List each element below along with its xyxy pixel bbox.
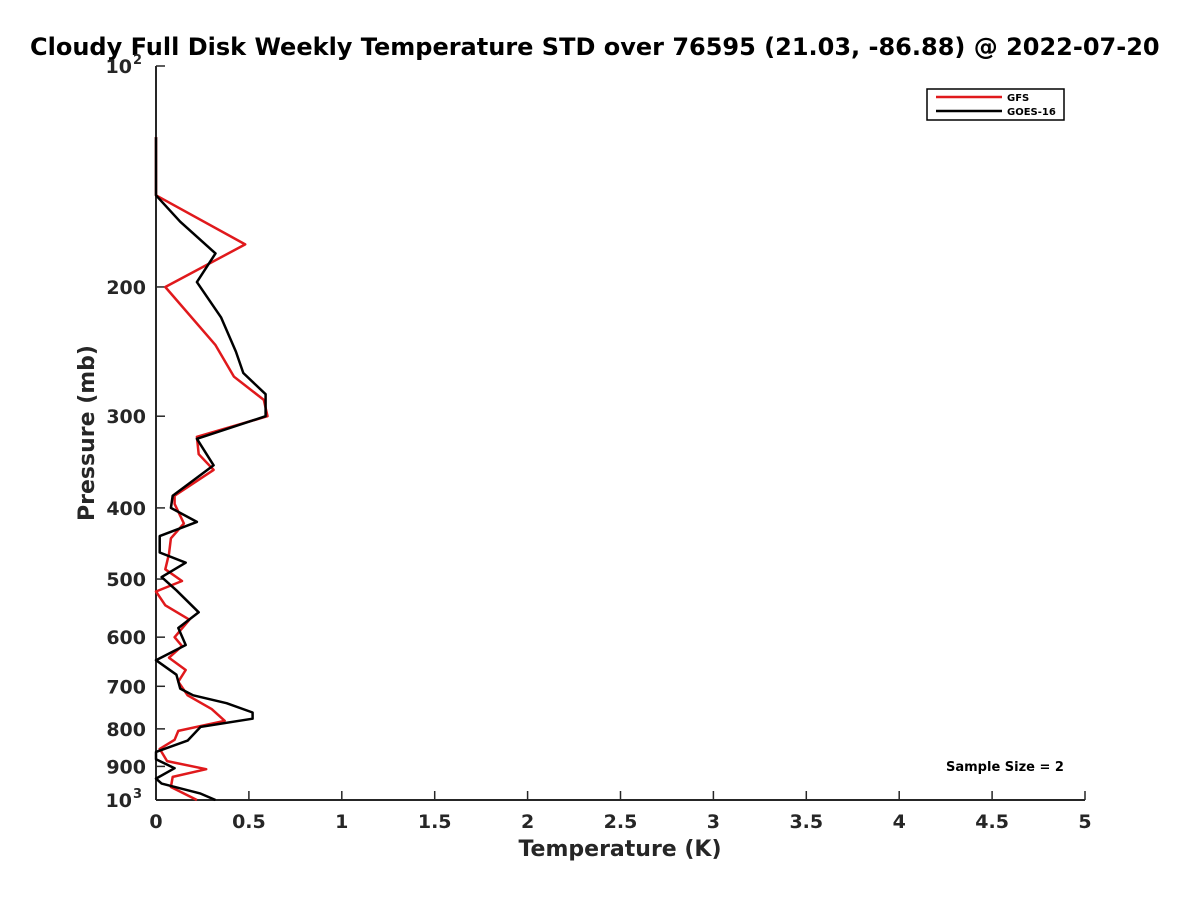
y-tick-label: 200 xyxy=(106,277,146,299)
legend-label-goes16: GOES-16 xyxy=(1007,107,1056,118)
x-tick-label: 2.5 xyxy=(604,811,638,833)
y-tick-label: 900 xyxy=(106,756,146,778)
y-tick-label: 10 xyxy=(106,790,132,812)
x-tick-label: 3 xyxy=(707,811,720,833)
x-tick-label: 2 xyxy=(521,811,534,833)
x-ticks: 0 0.5 1 1.5 2 2.5 3 3.5 4 4.5 5 xyxy=(149,791,1092,833)
series-layer xyxy=(154,137,269,802)
legend-box xyxy=(926,88,1065,121)
sample-size-annotation: Sample Size = 2 xyxy=(946,760,1064,775)
x-tick-label: 0 xyxy=(149,811,162,833)
y-tick-label: 500 xyxy=(106,569,146,591)
x-tick-label: 4.5 xyxy=(975,811,1009,833)
x-tick-label: 1.5 xyxy=(418,811,452,833)
x-tick-label: 3.5 xyxy=(789,811,823,833)
series-line-gfs xyxy=(154,137,269,802)
y-tick-label: 300 xyxy=(106,406,146,428)
plot-area xyxy=(155,66,1085,801)
y-tick-exponent: 2 xyxy=(133,53,142,68)
legend-label-gfs: GFS xyxy=(1007,93,1029,104)
series-line-goes16 xyxy=(154,137,267,802)
chart-title: Cloudy Full Disk Weekly Temperature STD … xyxy=(30,33,1160,61)
x-tick-label: 0.5 xyxy=(232,811,266,833)
y-axis-label: Pressure (mb) xyxy=(75,345,100,521)
x-axis-label: Temperature (K) xyxy=(518,837,721,862)
x-tick-label: 5 xyxy=(1078,811,1091,833)
x-tick-label: 4 xyxy=(893,811,906,833)
y-tick-label: 800 xyxy=(106,719,146,741)
y-tick-label: 10 xyxy=(106,56,132,78)
y-tick-label: 600 xyxy=(106,627,146,649)
x-tick-label: 1 xyxy=(335,811,348,833)
legend: GFS GOES-16 xyxy=(926,88,1065,121)
y-tick-label: 700 xyxy=(106,676,146,698)
y-tick-exponent: 3 xyxy=(133,787,142,802)
y-tick-label: 400 xyxy=(106,498,146,520)
